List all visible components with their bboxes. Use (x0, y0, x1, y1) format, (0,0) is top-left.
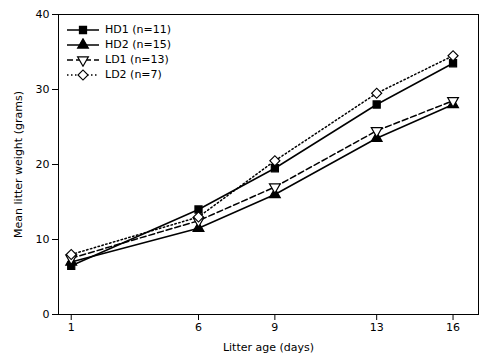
svg-text:Litter age (days): Litter age (days) (223, 341, 314, 354)
svg-text:20: 20 (36, 158, 50, 171)
svg-text:30: 30 (36, 83, 50, 96)
html-text:LD2 (n=7): LD2 (n=7) (105, 68, 162, 81)
svg-text:13: 13 (370, 321, 384, 334)
svg-text:16: 16 (446, 321, 460, 334)
svg-text:Mean litter weight (grams): Mean litter weight (grams) (12, 91, 25, 238)
html-text:LD1 (n=13): LD1 (n=13) (105, 53, 169, 66)
svg-text:40: 40 (36, 8, 50, 21)
html-text:HD1 (n=11): HD1 (n=11) (105, 23, 171, 36)
svg-text:10: 10 (36, 233, 50, 246)
svg-text:6: 6 (195, 321, 202, 334)
html-text:HD2 (n=15): HD2 (n=15) (105, 38, 171, 51)
svg-text:9: 9 (271, 321, 278, 334)
svg-text:0: 0 (43, 308, 50, 321)
svg-text:1: 1 (68, 321, 75, 334)
